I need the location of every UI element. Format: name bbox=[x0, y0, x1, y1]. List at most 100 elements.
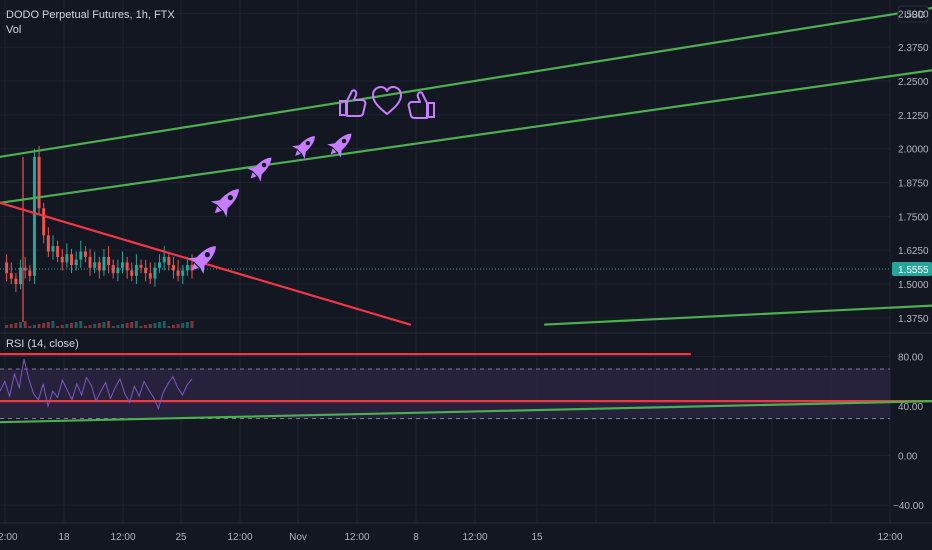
candle-body bbox=[51, 246, 55, 252]
candle-body bbox=[181, 270, 185, 276]
time-tick-label: 12:00 bbox=[877, 532, 902, 543]
volume-bar bbox=[176, 324, 180, 328]
candle-body bbox=[19, 267, 23, 284]
candle-body bbox=[148, 273, 152, 279]
candle-body bbox=[14, 278, 18, 284]
rsi-tick-label: −40.00 bbox=[893, 501, 924, 512]
candle-body bbox=[190, 265, 194, 271]
time-tick-label: 8 bbox=[413, 532, 419, 543]
candle-body bbox=[79, 251, 83, 260]
candle-body bbox=[134, 265, 138, 276]
rsi-trendline[interactable] bbox=[0, 400, 932, 424]
volume-label: Vol bbox=[6, 24, 21, 36]
price-tick-label: 1.6250 bbox=[898, 246, 929, 257]
volume-bar bbox=[148, 324, 152, 328]
candle-body bbox=[56, 246, 60, 257]
volume-bar bbox=[120, 324, 124, 328]
trendlines[interactable] bbox=[0, 6, 932, 424]
volume-bar bbox=[111, 326, 115, 328]
volume-bar bbox=[74, 322, 78, 328]
rsi-tick-label: 0.00 bbox=[898, 452, 918, 463]
currency-label[interactable]: USD bbox=[904, 10, 925, 21]
candle-body bbox=[5, 262, 9, 274]
time-tick-label: 25 bbox=[175, 532, 187, 543]
volume-bar bbox=[46, 322, 50, 328]
candle-body bbox=[32, 156, 36, 276]
time-tick-label: Nov bbox=[289, 532, 307, 543]
price-series bbox=[5, 146, 194, 322]
volume-bar bbox=[130, 322, 134, 328]
time-tick-label: 12:00 bbox=[227, 532, 252, 543]
heart-icon bbox=[372, 86, 402, 115]
volume-bar bbox=[93, 324, 97, 328]
current-price-badge: 1.5555 bbox=[892, 261, 932, 276]
time-tick-label: 12:00 bbox=[344, 532, 369, 543]
candle-body bbox=[111, 265, 115, 274]
volume-bar bbox=[56, 326, 60, 328]
price-tick-label: 1.3750 bbox=[898, 314, 929, 325]
symbol-title: DODO Perpetual Futures, 1h, FTX bbox=[6, 9, 175, 21]
price-tick-label: 2.2500 bbox=[898, 77, 929, 88]
volume-bar bbox=[181, 323, 185, 328]
emoji-icons bbox=[187, 86, 435, 275]
currency-selector[interactable]: USD bbox=[897, 5, 929, 23]
candle-body bbox=[185, 265, 189, 271]
volume-bar bbox=[171, 325, 175, 328]
candle-body bbox=[9, 273, 13, 279]
time-tick-label: 12:00 bbox=[0, 532, 18, 543]
time-tick-label: 15 bbox=[531, 532, 543, 543]
price-axis[interactable]: 2.5000 2.3750 2.2500 2.1250 2.0000 1.8750 1.75… bbox=[898, 9, 929, 324]
time-axis[interactable]: 12:00 18 12:00 25 12:00 Nov 12:00 8 12:00 15 12:00 bbox=[0, 532, 903, 543]
volume-bar bbox=[51, 321, 55, 328]
rsi-tick-label: 40.00 bbox=[898, 402, 923, 413]
candle-body bbox=[153, 267, 157, 279]
volume-series bbox=[5, 321, 194, 328]
volume-bar bbox=[60, 325, 64, 328]
volume-bar bbox=[83, 326, 87, 328]
candle-body bbox=[93, 262, 97, 268]
thumbs-up-icon bbox=[407, 91, 435, 119]
price-tick-label: 2.0000 bbox=[898, 145, 929, 156]
rsi-tick-label: 80.00 bbox=[898, 353, 923, 364]
price-tick-label: 2.5000 bbox=[898, 9, 929, 20]
currency-selector-box[interactable] bbox=[897, 5, 929, 23]
volume-bar bbox=[97, 323, 101, 328]
trendline[interactable] bbox=[543, 304, 932, 326]
candle-body bbox=[125, 262, 129, 271]
volume-bar bbox=[190, 321, 194, 328]
candle-body bbox=[120, 262, 124, 268]
volume-bar bbox=[70, 323, 74, 328]
rsi-axis[interactable]: 80.00 40.00 0.00 −40.00 bbox=[893, 353, 924, 513]
candle-body bbox=[176, 270, 180, 276]
volume-bar bbox=[32, 325, 36, 328]
volume-bar bbox=[14, 323, 18, 328]
candle-body bbox=[60, 256, 64, 263]
price-tick-label: 2.3750 bbox=[898, 43, 929, 54]
candle-body bbox=[167, 256, 171, 266]
candle-body bbox=[97, 262, 101, 271]
volume-bar bbox=[88, 325, 92, 328]
trendline[interactable] bbox=[0, 6, 932, 158]
candle-body bbox=[88, 256, 92, 268]
volume-bar bbox=[107, 321, 111, 328]
volume-bar bbox=[116, 325, 120, 328]
rocket-icon bbox=[210, 189, 239, 218]
volume-bar bbox=[162, 321, 166, 328]
candle-body bbox=[171, 265, 175, 271]
price-tick-label: 1.5000 bbox=[898, 280, 929, 291]
volume-bar bbox=[125, 323, 129, 328]
trendline[interactable] bbox=[0, 69, 932, 204]
volume-bar bbox=[102, 322, 106, 328]
volume-bar bbox=[158, 322, 162, 328]
volume-bar bbox=[37, 324, 41, 328]
volume-bar bbox=[139, 326, 143, 328]
volume-bar bbox=[153, 323, 157, 328]
candle-body bbox=[70, 254, 74, 266]
volume-bar bbox=[42, 323, 46, 328]
candle-body bbox=[65, 254, 69, 263]
current-price-badge-box bbox=[892, 261, 932, 276]
volume-bar bbox=[167, 326, 171, 328]
volume-bar bbox=[79, 321, 83, 328]
